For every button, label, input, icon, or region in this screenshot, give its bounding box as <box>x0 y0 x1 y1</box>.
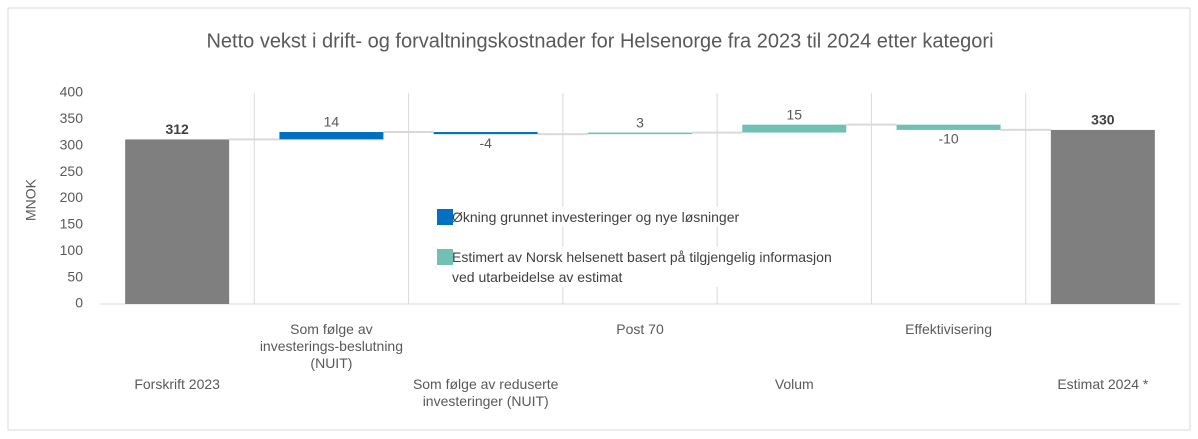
y-tick-label: 250 <box>60 163 84 179</box>
x-tick-label: Post 70 <box>616 321 664 337</box>
x-tick-label: Effektivisering <box>905 321 993 337</box>
bar <box>279 132 384 140</box>
value-label: 3 <box>636 114 644 130</box>
y-axis-label: MNOK <box>23 178 39 221</box>
value-label: 330 <box>1091 112 1115 128</box>
legend-text: Estimert av Norsk helsenett basert på ti… <box>452 247 832 287</box>
value-label: 312 <box>165 121 189 137</box>
value-label: 15 <box>786 106 802 122</box>
y-tick-label: 400 <box>60 84 84 100</box>
x-tick-label: Estimat 2024 * <box>1057 376 1149 392</box>
bar <box>433 132 538 135</box>
y-tick-label: 50 <box>67 268 83 284</box>
x-tick-label: Forskrift 2023 <box>134 376 220 392</box>
x-tick-label: Volum <box>774 376 814 392</box>
x-tick-label: Som følge av reduserte investeringer (NU… <box>412 376 559 409</box>
y-tick-label: 0 <box>75 295 83 311</box>
y-tick-label: 350 <box>60 110 84 126</box>
value-label: -4 <box>479 135 492 151</box>
y-tick-label: 300 <box>60 136 84 152</box>
value-label: -10 <box>938 131 958 147</box>
y-tick-label: 100 <box>60 242 84 258</box>
bar <box>588 132 692 135</box>
x-tick-label: Som følge av investerings-beslutning (NU… <box>259 321 404 371</box>
bar <box>1050 129 1155 304</box>
value-label: 14 <box>324 114 340 130</box>
legend-swatch <box>437 249 453 265</box>
bar <box>742 124 847 133</box>
y-tick-label: 150 <box>60 216 84 232</box>
bar <box>125 139 230 304</box>
chart-title: Netto vekst i drift- og forvaltningskost… <box>206 30 993 52</box>
bar <box>896 124 1001 130</box>
legend-swatch <box>437 209 453 225</box>
y-tick-label: 200 <box>60 189 84 205</box>
legend-text: Økning grunnet investeringer og nye løsn… <box>452 207 832 227</box>
